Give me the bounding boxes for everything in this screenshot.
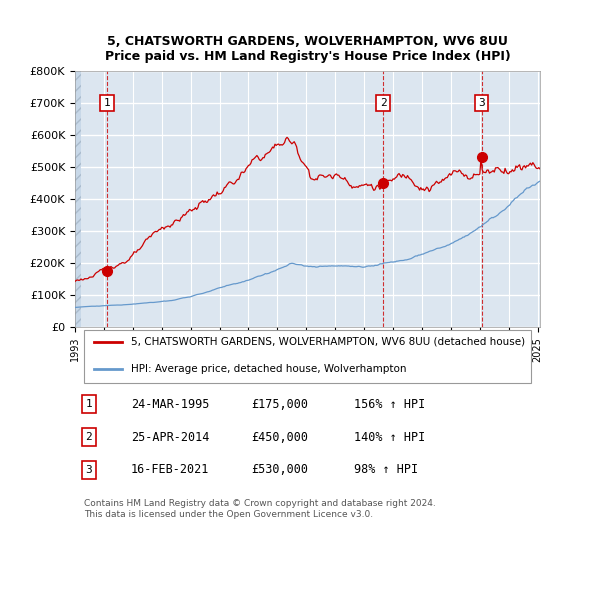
Text: Contains HM Land Registry data © Crown copyright and database right 2024.
This d: Contains HM Land Registry data © Crown c… bbox=[84, 500, 436, 519]
Text: £450,000: £450,000 bbox=[252, 431, 309, 444]
Text: £530,000: £530,000 bbox=[252, 464, 309, 477]
Text: 140% ↑ HPI: 140% ↑ HPI bbox=[354, 431, 425, 444]
Text: 2: 2 bbox=[380, 98, 386, 108]
Text: 5, CHATSWORTH GARDENS, WOLVERHAMPTON, WV6 8UU (detached house): 5, CHATSWORTH GARDENS, WOLVERHAMPTON, WV… bbox=[131, 337, 525, 347]
Text: 16-FEB-2021: 16-FEB-2021 bbox=[131, 464, 209, 477]
Text: 1: 1 bbox=[104, 98, 110, 108]
Bar bbox=[75, 71, 81, 327]
Text: 98% ↑ HPI: 98% ↑ HPI bbox=[354, 464, 418, 477]
Text: HPI: Average price, detached house, Wolverhampton: HPI: Average price, detached house, Wolv… bbox=[131, 365, 406, 375]
Text: 156% ↑ HPI: 156% ↑ HPI bbox=[354, 398, 425, 411]
Text: 25-APR-2014: 25-APR-2014 bbox=[131, 431, 209, 444]
Title: 5, CHATSWORTH GARDENS, WOLVERHAMPTON, WV6 8UU
Price paid vs. HM Land Registry's : 5, CHATSWORTH GARDENS, WOLVERHAMPTON, WV… bbox=[104, 35, 511, 63]
Text: 3: 3 bbox=[478, 98, 485, 108]
Text: £175,000: £175,000 bbox=[252, 398, 309, 411]
Text: 1: 1 bbox=[86, 399, 92, 409]
FancyBboxPatch shape bbox=[84, 330, 531, 383]
Text: 24-MAR-1995: 24-MAR-1995 bbox=[131, 398, 209, 411]
Text: 3: 3 bbox=[86, 465, 92, 475]
Text: 2: 2 bbox=[86, 432, 92, 442]
